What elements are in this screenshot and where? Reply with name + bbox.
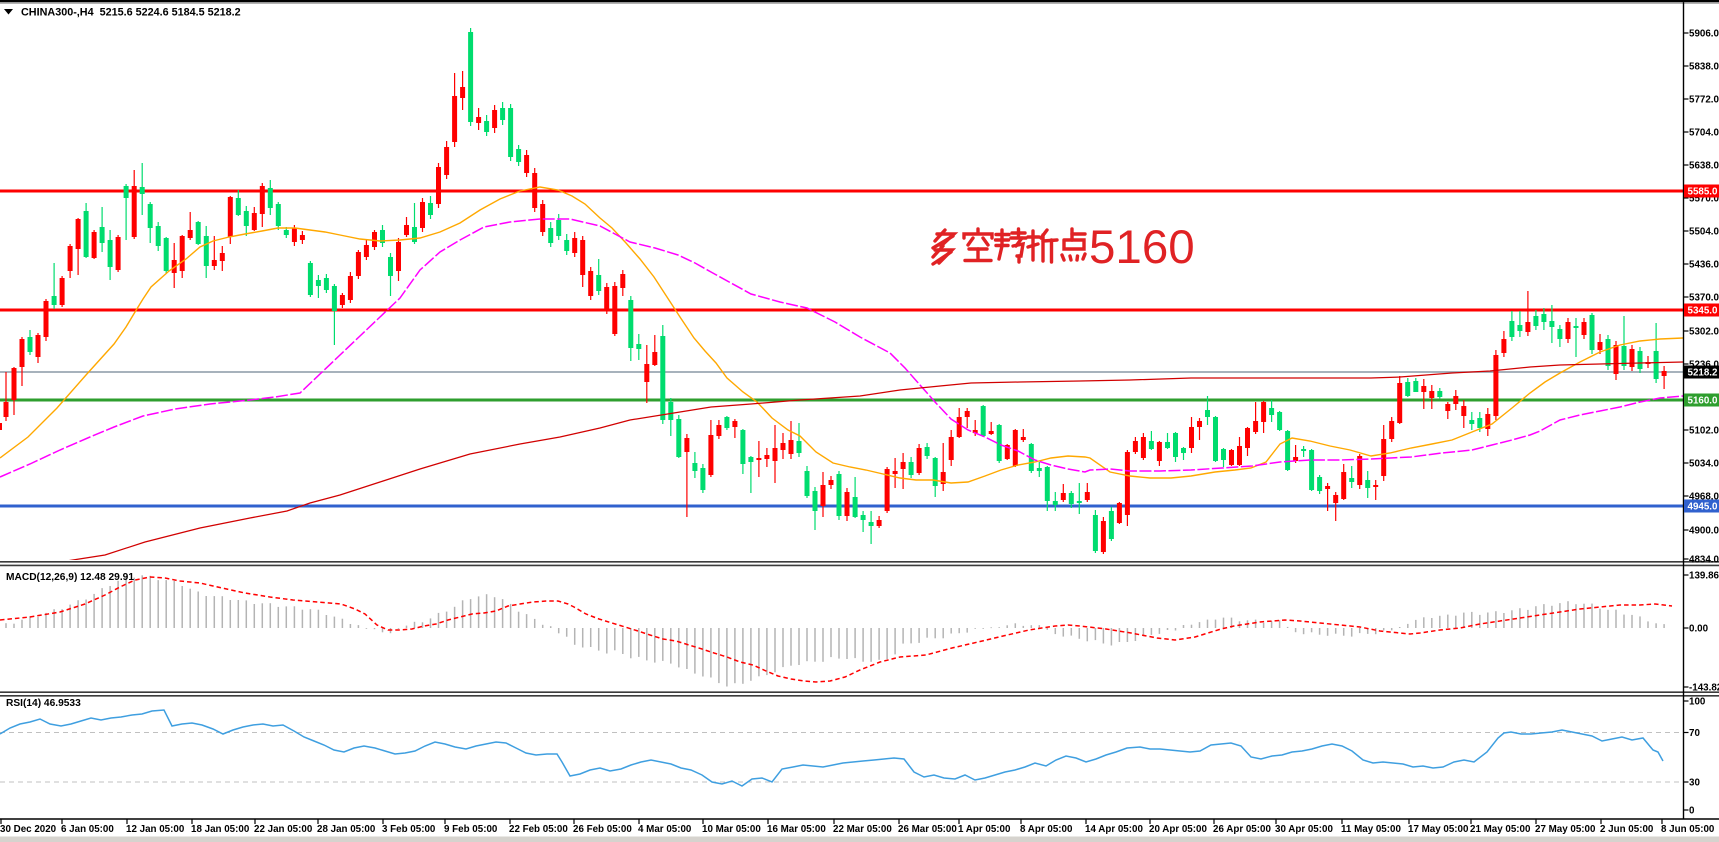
svg-text:CHINA300-,H4 5215.6 5224.6 51: CHINA300-,H4 5215.6 5224.6 5184.5 5218.2 (21, 7, 241, 19)
svg-text:4968.0: 4968.0 (1689, 492, 1719, 503)
svg-text:11 May 05:00: 11 May 05:00 (1341, 824, 1401, 835)
svg-text:5638.0: 5638.0 (1689, 161, 1719, 172)
svg-text:MACD(12,26,9) 12.48 29.91: MACD(12,26,9) 12.48 29.91 (6, 572, 134, 583)
svg-text:16 Mar 05:00: 16 Mar 05:00 (767, 824, 826, 835)
svg-text:70: 70 (1689, 728, 1700, 739)
svg-text:17 May 05:00: 17 May 05:00 (1408, 824, 1469, 835)
svg-text:5160: 5160 (1089, 221, 1195, 274)
svg-text:14 Apr 05:00: 14 Apr 05:00 (1085, 824, 1143, 835)
svg-text:5102.0: 5102.0 (1689, 426, 1719, 437)
svg-text:5236.0: 5236.0 (1689, 360, 1719, 371)
svg-text:139.86: 139.86 (1689, 571, 1719, 582)
svg-text:9 Feb 05:00: 9 Feb 05:00 (444, 824, 498, 835)
svg-text:6 Jan 05:00: 6 Jan 05:00 (61, 824, 114, 835)
svg-text:5504.0: 5504.0 (1689, 227, 1719, 238)
svg-text:4834.0: 4834.0 (1689, 555, 1719, 566)
svg-text:5906.0: 5906.0 (1689, 29, 1719, 40)
svg-text:10 Mar 05:00: 10 Mar 05:00 (702, 824, 761, 835)
svg-text:26 Feb 05:00: 26 Feb 05:00 (573, 824, 632, 835)
svg-text:1 Apr 05:00: 1 Apr 05:00 (958, 824, 1011, 835)
svg-text:22 Jan 05:00: 22 Jan 05:00 (254, 824, 313, 835)
svg-text:0.00: 0.00 (1689, 624, 1709, 635)
svg-text:5370.0: 5370.0 (1689, 293, 1719, 304)
svg-text:-143.82: -143.82 (1689, 683, 1719, 694)
svg-text:20 Apr 05:00: 20 Apr 05:00 (1149, 824, 1207, 835)
svg-text:30 Dec 2020: 30 Dec 2020 (0, 824, 57, 835)
svg-text:8 Jun 05:00: 8 Jun 05:00 (1661, 824, 1715, 835)
svg-text:26 Mar 05:00: 26 Mar 05:00 (898, 824, 957, 835)
svg-text:4 Mar 05:00: 4 Mar 05:00 (638, 824, 692, 835)
svg-text:5772.0: 5772.0 (1689, 95, 1719, 106)
svg-text:3 Feb 05:00: 3 Feb 05:00 (382, 824, 436, 835)
svg-text:30 Apr 05:00: 30 Apr 05:00 (1275, 824, 1333, 835)
svg-text:5570.0: 5570.0 (1689, 194, 1719, 205)
svg-text:27 May 05:00: 27 May 05:00 (1535, 824, 1596, 835)
svg-text:0: 0 (1689, 806, 1695, 817)
svg-text:5160.0: 5160.0 (1688, 396, 1719, 407)
svg-text:5704.0: 5704.0 (1689, 128, 1719, 139)
svg-text:30: 30 (1689, 778, 1700, 789)
svg-text:5838.0: 5838.0 (1689, 62, 1719, 73)
svg-text:RSI(14) 46.9533: RSI(14) 46.9533 (6, 698, 81, 709)
svg-text:12 Jan 05:00: 12 Jan 05:00 (126, 824, 185, 835)
svg-text:2 Jun 05:00: 2 Jun 05:00 (1600, 824, 1654, 835)
svg-text:5034.0: 5034.0 (1689, 459, 1719, 470)
svg-text:8 Apr 05:00: 8 Apr 05:00 (1020, 824, 1073, 835)
svg-text:5585.0: 5585.0 (1688, 187, 1719, 198)
svg-text:5345.0: 5345.0 (1688, 306, 1719, 317)
svg-text:5436.0: 5436.0 (1689, 260, 1719, 271)
svg-text:18 Jan 05:00: 18 Jan 05:00 (191, 824, 250, 835)
svg-text:4900.0: 4900.0 (1689, 526, 1719, 537)
svg-text:26 Apr 05:00: 26 Apr 05:00 (1213, 824, 1271, 835)
svg-text:21 May 05:00: 21 May 05:00 (1470, 824, 1531, 835)
svg-text:22 Mar 05:00: 22 Mar 05:00 (833, 824, 892, 835)
svg-text:28 Jan 05:00: 28 Jan 05:00 (317, 824, 376, 835)
svg-text:5302.0: 5302.0 (1689, 327, 1719, 338)
svg-text:4945.0: 4945.0 (1688, 502, 1719, 513)
svg-text:100: 100 (1689, 697, 1706, 708)
svg-text:5218.2: 5218.2 (1688, 368, 1719, 379)
svg-text:22 Feb 05:00: 22 Feb 05:00 (509, 824, 568, 835)
